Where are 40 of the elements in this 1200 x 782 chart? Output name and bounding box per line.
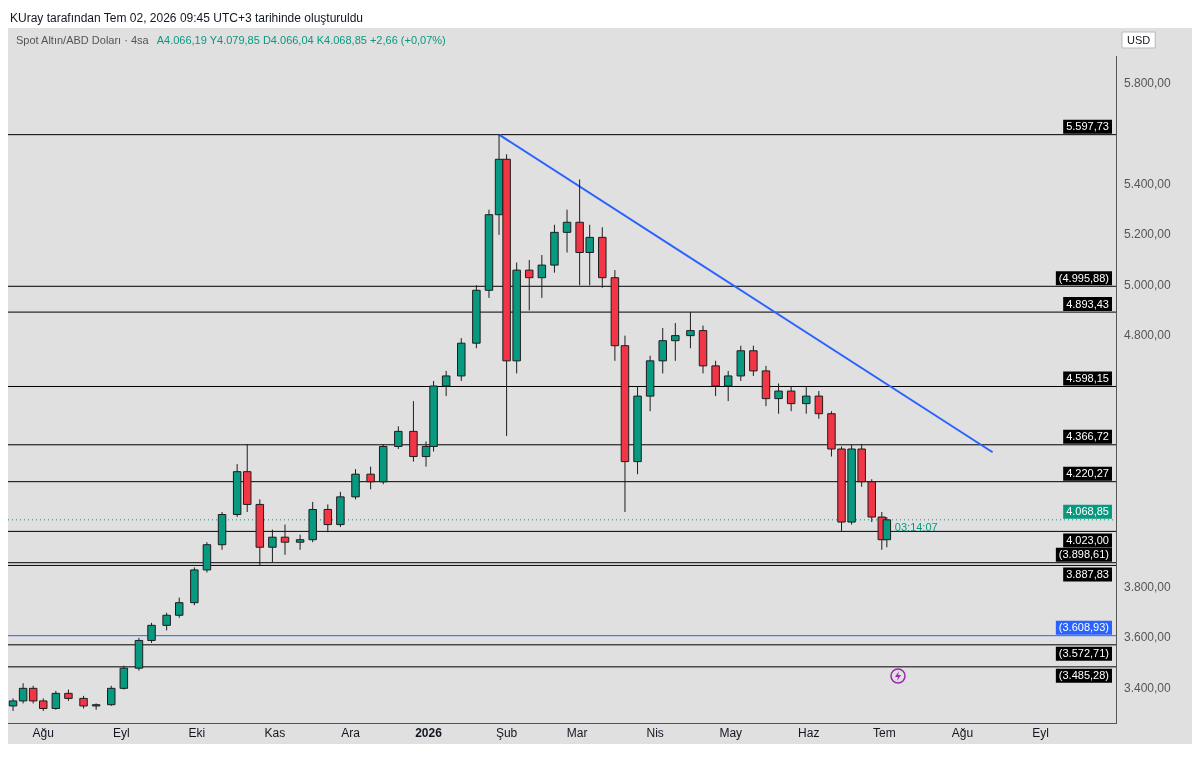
y-tick-label: 5.200,00 — [1124, 227, 1172, 242]
ref-line-label: 4.366,72 — [1066, 430, 1109, 443]
ref-line-label: 4.220,27 — [1066, 467, 1109, 480]
x-tick-label: Haz — [798, 726, 820, 741]
x-tick-label: 2026 — [415, 726, 443, 741]
ref-line-label: (3.898,61) — [1058, 548, 1109, 561]
ref-line-label: 4.023,00 — [1066, 533, 1109, 546]
x-tick-label: Tem — [872, 726, 896, 741]
ref-line-label: (3.485,28) — [1058, 669, 1109, 682]
ref-line-label: 4.893,43 — [1066, 297, 1109, 310]
ref-line-label: 5.597,73 — [1066, 120, 1109, 133]
text: KUray tarafından Tem 02, 2026 09:45 UTC+3 tarihinde oluşturuldu — [9, 10, 364, 27]
ref-line-label: (4.995,88) — [1058, 271, 1109, 284]
ref-line-label: 3.887,83 — [1066, 567, 1109, 580]
ref-line-label: 4.598,15 — [1066, 372, 1109, 385]
x-tick-label: Şub — [495, 726, 518, 741]
x-tick-label: Eyl — [112, 726, 130, 741]
x-tick-label: Ağu — [951, 726, 974, 741]
ref-line-label: (3.608,93) — [1058, 621, 1109, 634]
x-tick-label: Kas — [264, 726, 286, 741]
y-tick-label: 5.000,00 — [1124, 277, 1172, 292]
x-tick-label: Nis — [646, 726, 664, 741]
x-tick-label: Eyl — [1032, 726, 1049, 741]
x-tick-label: Ara — [341, 726, 361, 741]
y-tick-label: 5.400,00 — [1124, 176, 1172, 191]
y-tick-label: 3.800,00 — [1124, 579, 1172, 594]
ref-line-label: 4.068,85 — [1066, 505, 1109, 518]
chart-title: Spot Altın/ABD Doları · 4sa — [16, 34, 149, 46]
chart-subtitle: A4.066,19 Y4.079,85 D4.066,04 K4.068,85 +2,66 (+0,07%) — [156, 34, 446, 46]
annotation: 03:14:07 — [894, 521, 938, 534]
x-tick-label: May — [719, 726, 743, 741]
y-tick-label: 4.800,00 — [1124, 327, 1172, 342]
y-tick-label: 3.400,00 — [1124, 680, 1172, 695]
y-tick-label: 5.800,00 — [1124, 76, 1172, 91]
y-axis-title: USD — [1127, 33, 1151, 46]
y-tick-label: 3.600,00 — [1124, 630, 1172, 645]
x-tick-label: Eki — [188, 726, 206, 741]
x-tick-label: Ağu — [32, 726, 54, 741]
ref-line-label: (3.572,71) — [1058, 647, 1109, 660]
x-tick-label: Mar — [566, 726, 588, 741]
